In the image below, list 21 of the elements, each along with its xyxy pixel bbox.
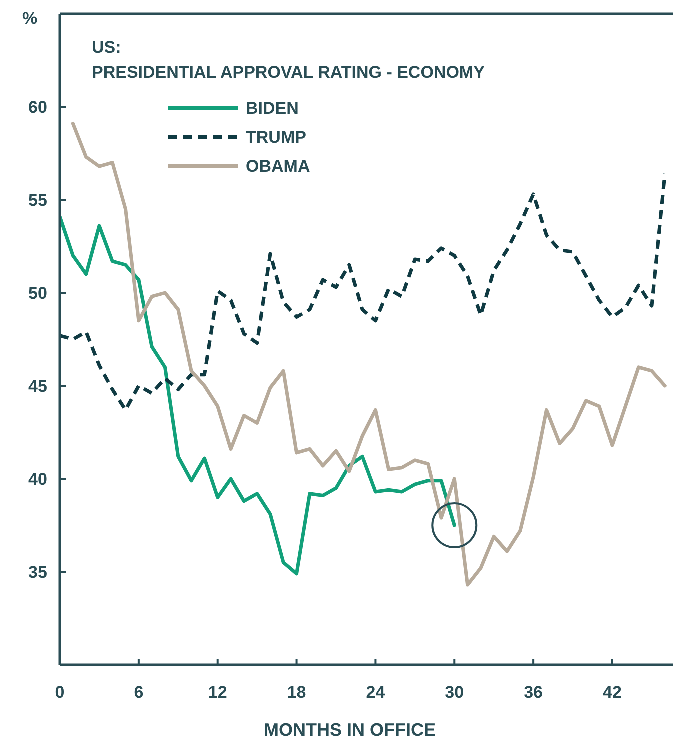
x-tick-label: 24 [366,683,386,702]
text: US: PRESIDENTIAL APPROVAL RATING - ECONOMY [92,38,486,82]
x-tick-label: 6 [134,683,144,702]
y-tick-label: 55 [28,190,48,210]
x-tick-label: 30 [445,683,464,702]
legend-label: TRUMP [246,128,306,147]
x-tick-label: 0 [55,683,65,702]
y-tick-label: 45 [28,376,48,396]
x-tick-label: 18 [287,683,306,702]
legend-label: BIDEN [246,98,299,118]
line-series [71,122,667,587]
x-tick-label: 42 [603,683,622,702]
y-tick-label: 50 [28,284,48,303]
x-tick-label: 36 [524,683,544,702]
y-tick-label: 35 [28,562,48,582]
y-tick-label: 40 [28,470,48,489]
y-tick-label: 60 [28,98,48,117]
legend-label: OBAMA [246,156,310,176]
y-axis-title: % [22,9,38,28]
x-tick-label: 12 [208,683,228,702]
x-axis-title: MONTHS IN OFFICE [264,720,436,740]
